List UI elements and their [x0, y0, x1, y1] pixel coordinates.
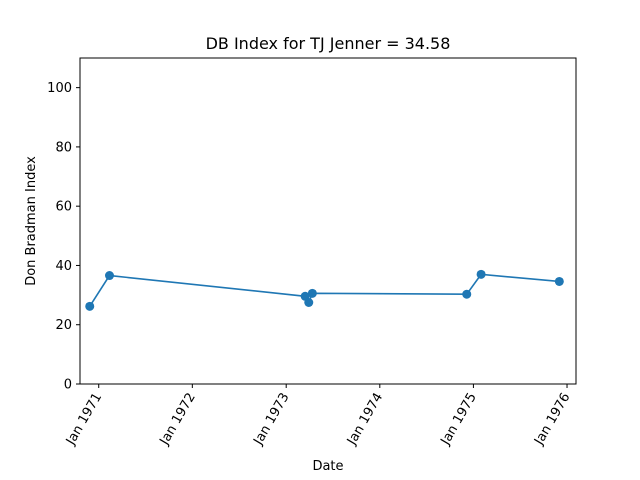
y-tick-label: 40 [55, 259, 72, 274]
y-axis-label: Don Bradman Index [24, 156, 39, 286]
data-point [85, 301, 95, 311]
data-point [462, 289, 472, 299]
y-tick-label: 80 [55, 140, 72, 155]
x-tick-label: Jan 1975 [438, 391, 480, 449]
x-axis-label: Date [312, 459, 343, 474]
y-tick-label: 0 [64, 378, 72, 393]
plot-frame [79, 57, 577, 385]
plot-area [85, 269, 564, 311]
x-tick-label: Jan 1972 [157, 391, 199, 449]
x-tick-label: Jan 1973 [251, 391, 293, 449]
x-tick-label: Jan 1971 [63, 391, 105, 449]
data-point [104, 271, 114, 281]
y-tick-label: 60 [55, 200, 72, 215]
y-axis: 0 20 40 60 80 100 [47, 81, 80, 393]
x-tick-label: Jan 1974 [344, 391, 386, 449]
data-point [554, 276, 564, 286]
data-point [476, 269, 486, 279]
data-point [307, 288, 317, 298]
x-tick-label: Jan 1976 [531, 391, 573, 449]
series-line [89, 273, 560, 307]
data-point [304, 298, 314, 307]
x-axis: Jan 1971 Jan 1972 Jan 1973 Jan 1974 Jan 1975… [63, 384, 573, 448]
y-tick-label: 20 [55, 318, 72, 333]
y-tick-label: 100 [47, 81, 72, 96]
chart-title: DB Index for TJ Jenner = 34.58 [206, 34, 451, 53]
